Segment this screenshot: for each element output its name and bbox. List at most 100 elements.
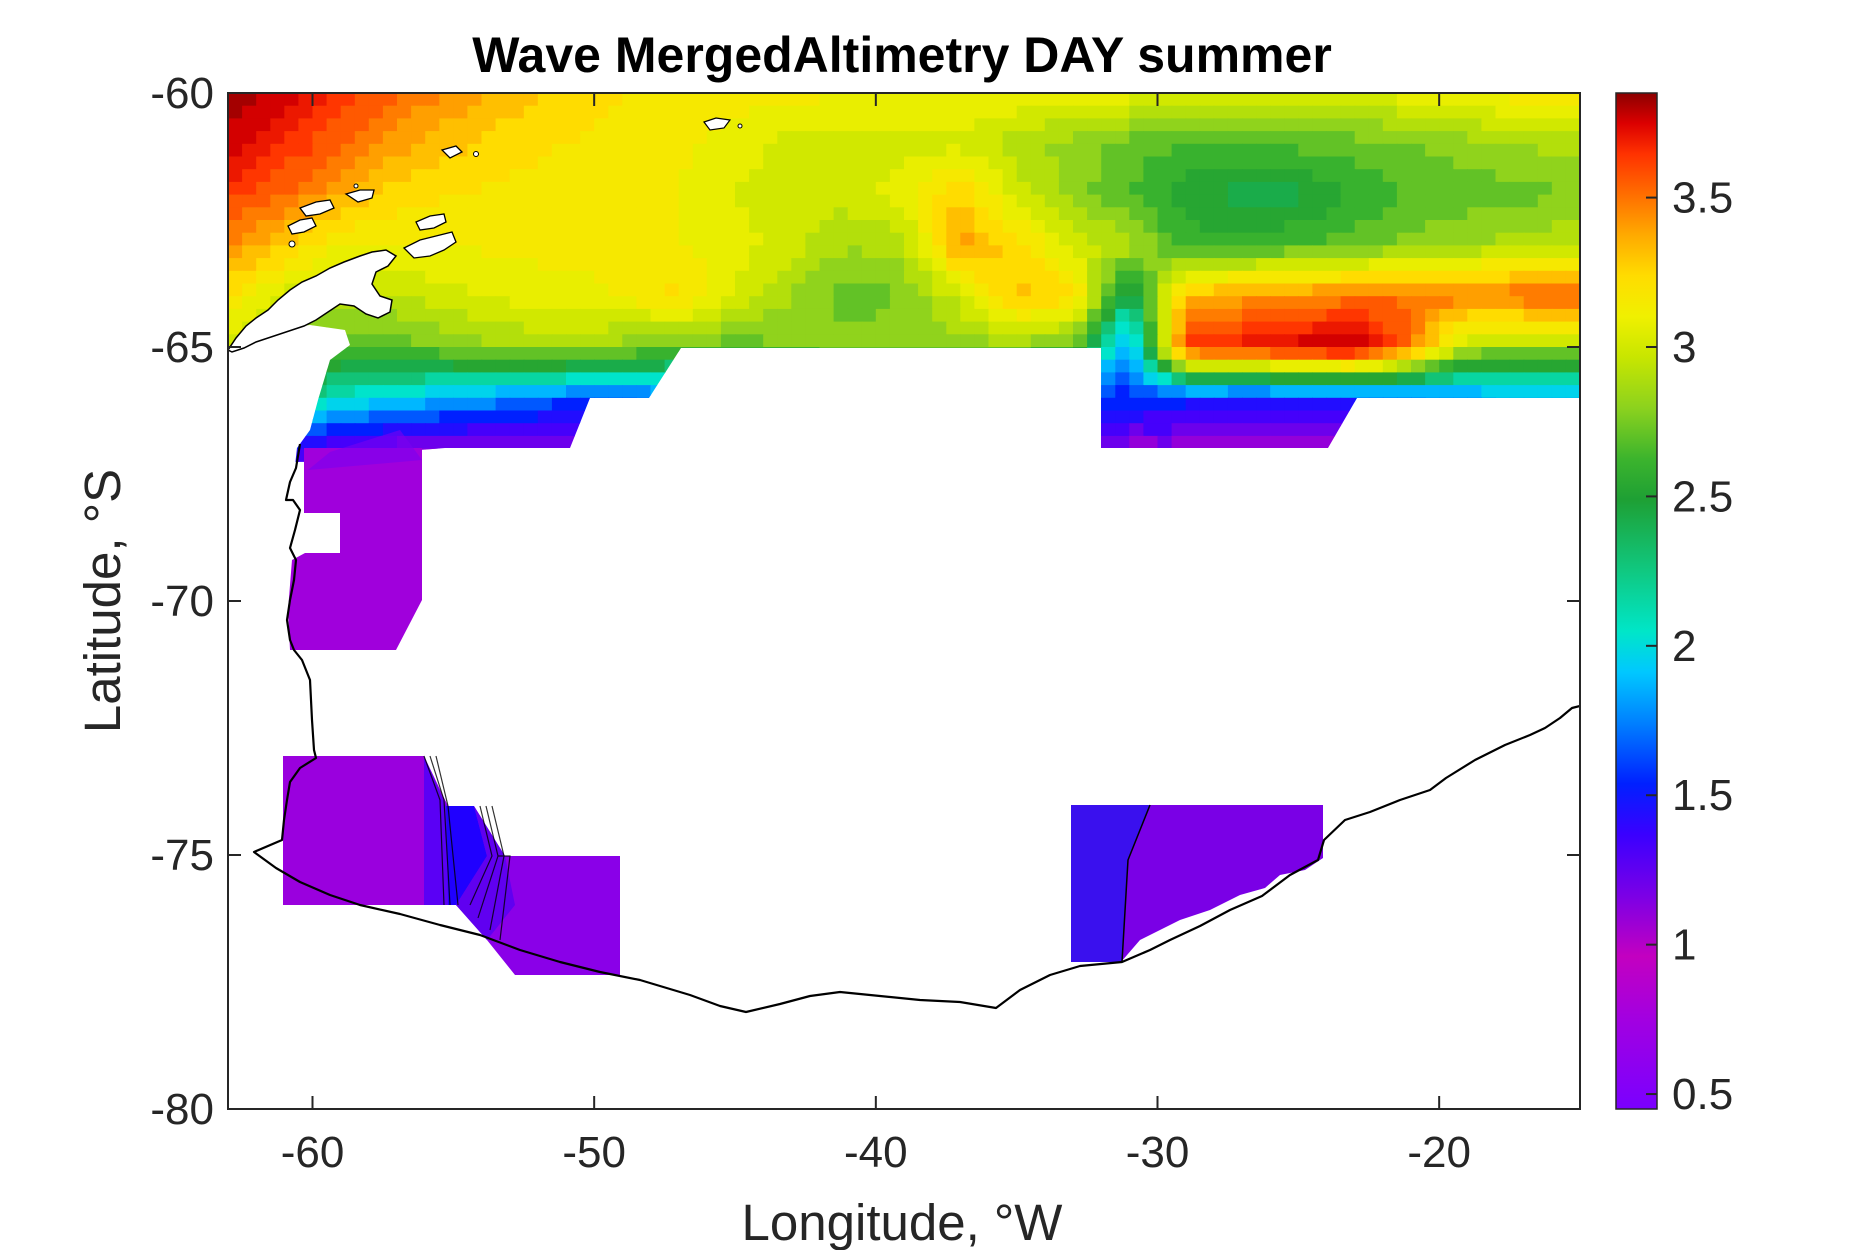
field-cell — [1551, 118, 1567, 132]
field-cell — [1213, 169, 1229, 183]
field-cell — [819, 156, 835, 170]
field-cell — [692, 321, 708, 335]
field-cell — [622, 131, 637, 145]
field-cell — [1551, 169, 1567, 183]
field-cell — [453, 258, 468, 272]
field-cell — [411, 359, 426, 373]
field-cell — [495, 118, 511, 132]
field-cell — [340, 143, 356, 158]
field-cell — [312, 169, 328, 183]
field-cell — [1481, 385, 1497, 399]
field-cell — [1143, 423, 1159, 437]
field-cell — [608, 220, 623, 234]
field-cell — [1298, 334, 1313, 348]
field-cell — [678, 143, 694, 158]
field-cell — [1256, 283, 1271, 297]
field-cell — [439, 435, 454, 450]
field-cell — [368, 131, 384, 145]
field-cell — [1115, 245, 1130, 259]
field-cell — [1340, 321, 1356, 335]
field-cell — [1213, 93, 1229, 107]
field-cell — [1213, 105, 1229, 119]
field-cell — [1115, 372, 1130, 386]
field-cell — [1115, 283, 1130, 297]
x-axis-label: Longitude, °W — [742, 1194, 1063, 1250]
field-cell — [1537, 131, 1553, 145]
field-cell — [720, 334, 736, 348]
field-cell — [1453, 207, 1468, 221]
field-cell — [453, 131, 468, 145]
field-cell — [791, 321, 806, 335]
field-cell — [397, 321, 412, 335]
field-cell — [481, 105, 497, 119]
field-cell — [580, 308, 595, 323]
field-cell — [1227, 296, 1243, 310]
field-cell — [580, 245, 595, 259]
field-cell — [439, 410, 454, 424]
field-cell — [368, 347, 384, 361]
field-cell — [1340, 207, 1356, 221]
field-cell — [622, 169, 637, 183]
field-cell — [1270, 245, 1285, 259]
field-cell — [1326, 118, 1342, 132]
field-cell — [1284, 245, 1299, 259]
field-cell — [1101, 181, 1116, 196]
field-cell — [1340, 194, 1356, 208]
field-cell — [509, 258, 525, 272]
field-cell — [1354, 131, 1370, 145]
field-cell — [1213, 435, 1229, 450]
field-cell — [1270, 283, 1285, 297]
field-cell — [228, 169, 243, 183]
field-cell — [537, 118, 553, 132]
field-cell — [551, 397, 567, 412]
field-cell — [650, 220, 666, 234]
field-cell — [495, 359, 511, 373]
field-cell — [1242, 270, 1257, 285]
field-cell — [1185, 397, 1201, 412]
field-cell — [566, 245, 581, 259]
field-cell — [523, 308, 539, 323]
field-cell — [1157, 105, 1173, 119]
field-cell — [1551, 308, 1567, 323]
field-cell — [1157, 270, 1173, 285]
field-cell — [1284, 308, 1299, 323]
field-cell — [453, 308, 468, 323]
field-cell — [1199, 296, 1215, 310]
field-cell — [805, 194, 821, 208]
field-cell — [242, 296, 257, 310]
field-cell — [1002, 93, 1018, 107]
field-cell — [1157, 359, 1173, 373]
field-cell — [889, 207, 905, 221]
field-cell — [1213, 270, 1229, 285]
field-cell — [777, 118, 792, 132]
field-cell — [988, 156, 1004, 170]
field-cell — [594, 131, 609, 145]
field-cell — [805, 270, 821, 285]
field-cell — [1030, 93, 1046, 107]
field-cell — [453, 245, 468, 259]
field-cell — [735, 232, 750, 246]
field-cell — [678, 308, 694, 323]
field-cell — [932, 270, 947, 285]
field-cell — [1565, 283, 1580, 297]
field-cell — [1509, 181, 1525, 196]
field-cell — [1340, 156, 1356, 170]
field-cell — [481, 423, 497, 437]
field-cell — [453, 410, 468, 424]
field-cell — [777, 283, 792, 297]
field-cell — [242, 118, 257, 132]
field-cell — [1227, 321, 1243, 335]
field-cell — [594, 207, 609, 221]
field-cell — [608, 194, 623, 208]
field-cell — [256, 296, 271, 310]
field-cell — [228, 131, 243, 145]
field-cell — [481, 397, 497, 412]
field-cell — [509, 321, 525, 335]
field-cell — [1073, 131, 1088, 145]
field-cell — [1129, 169, 1144, 183]
field-cell — [397, 143, 412, 158]
field-cell — [720, 245, 736, 259]
field-cell — [340, 156, 356, 170]
field-cell — [411, 207, 426, 221]
field-cell — [495, 410, 511, 424]
